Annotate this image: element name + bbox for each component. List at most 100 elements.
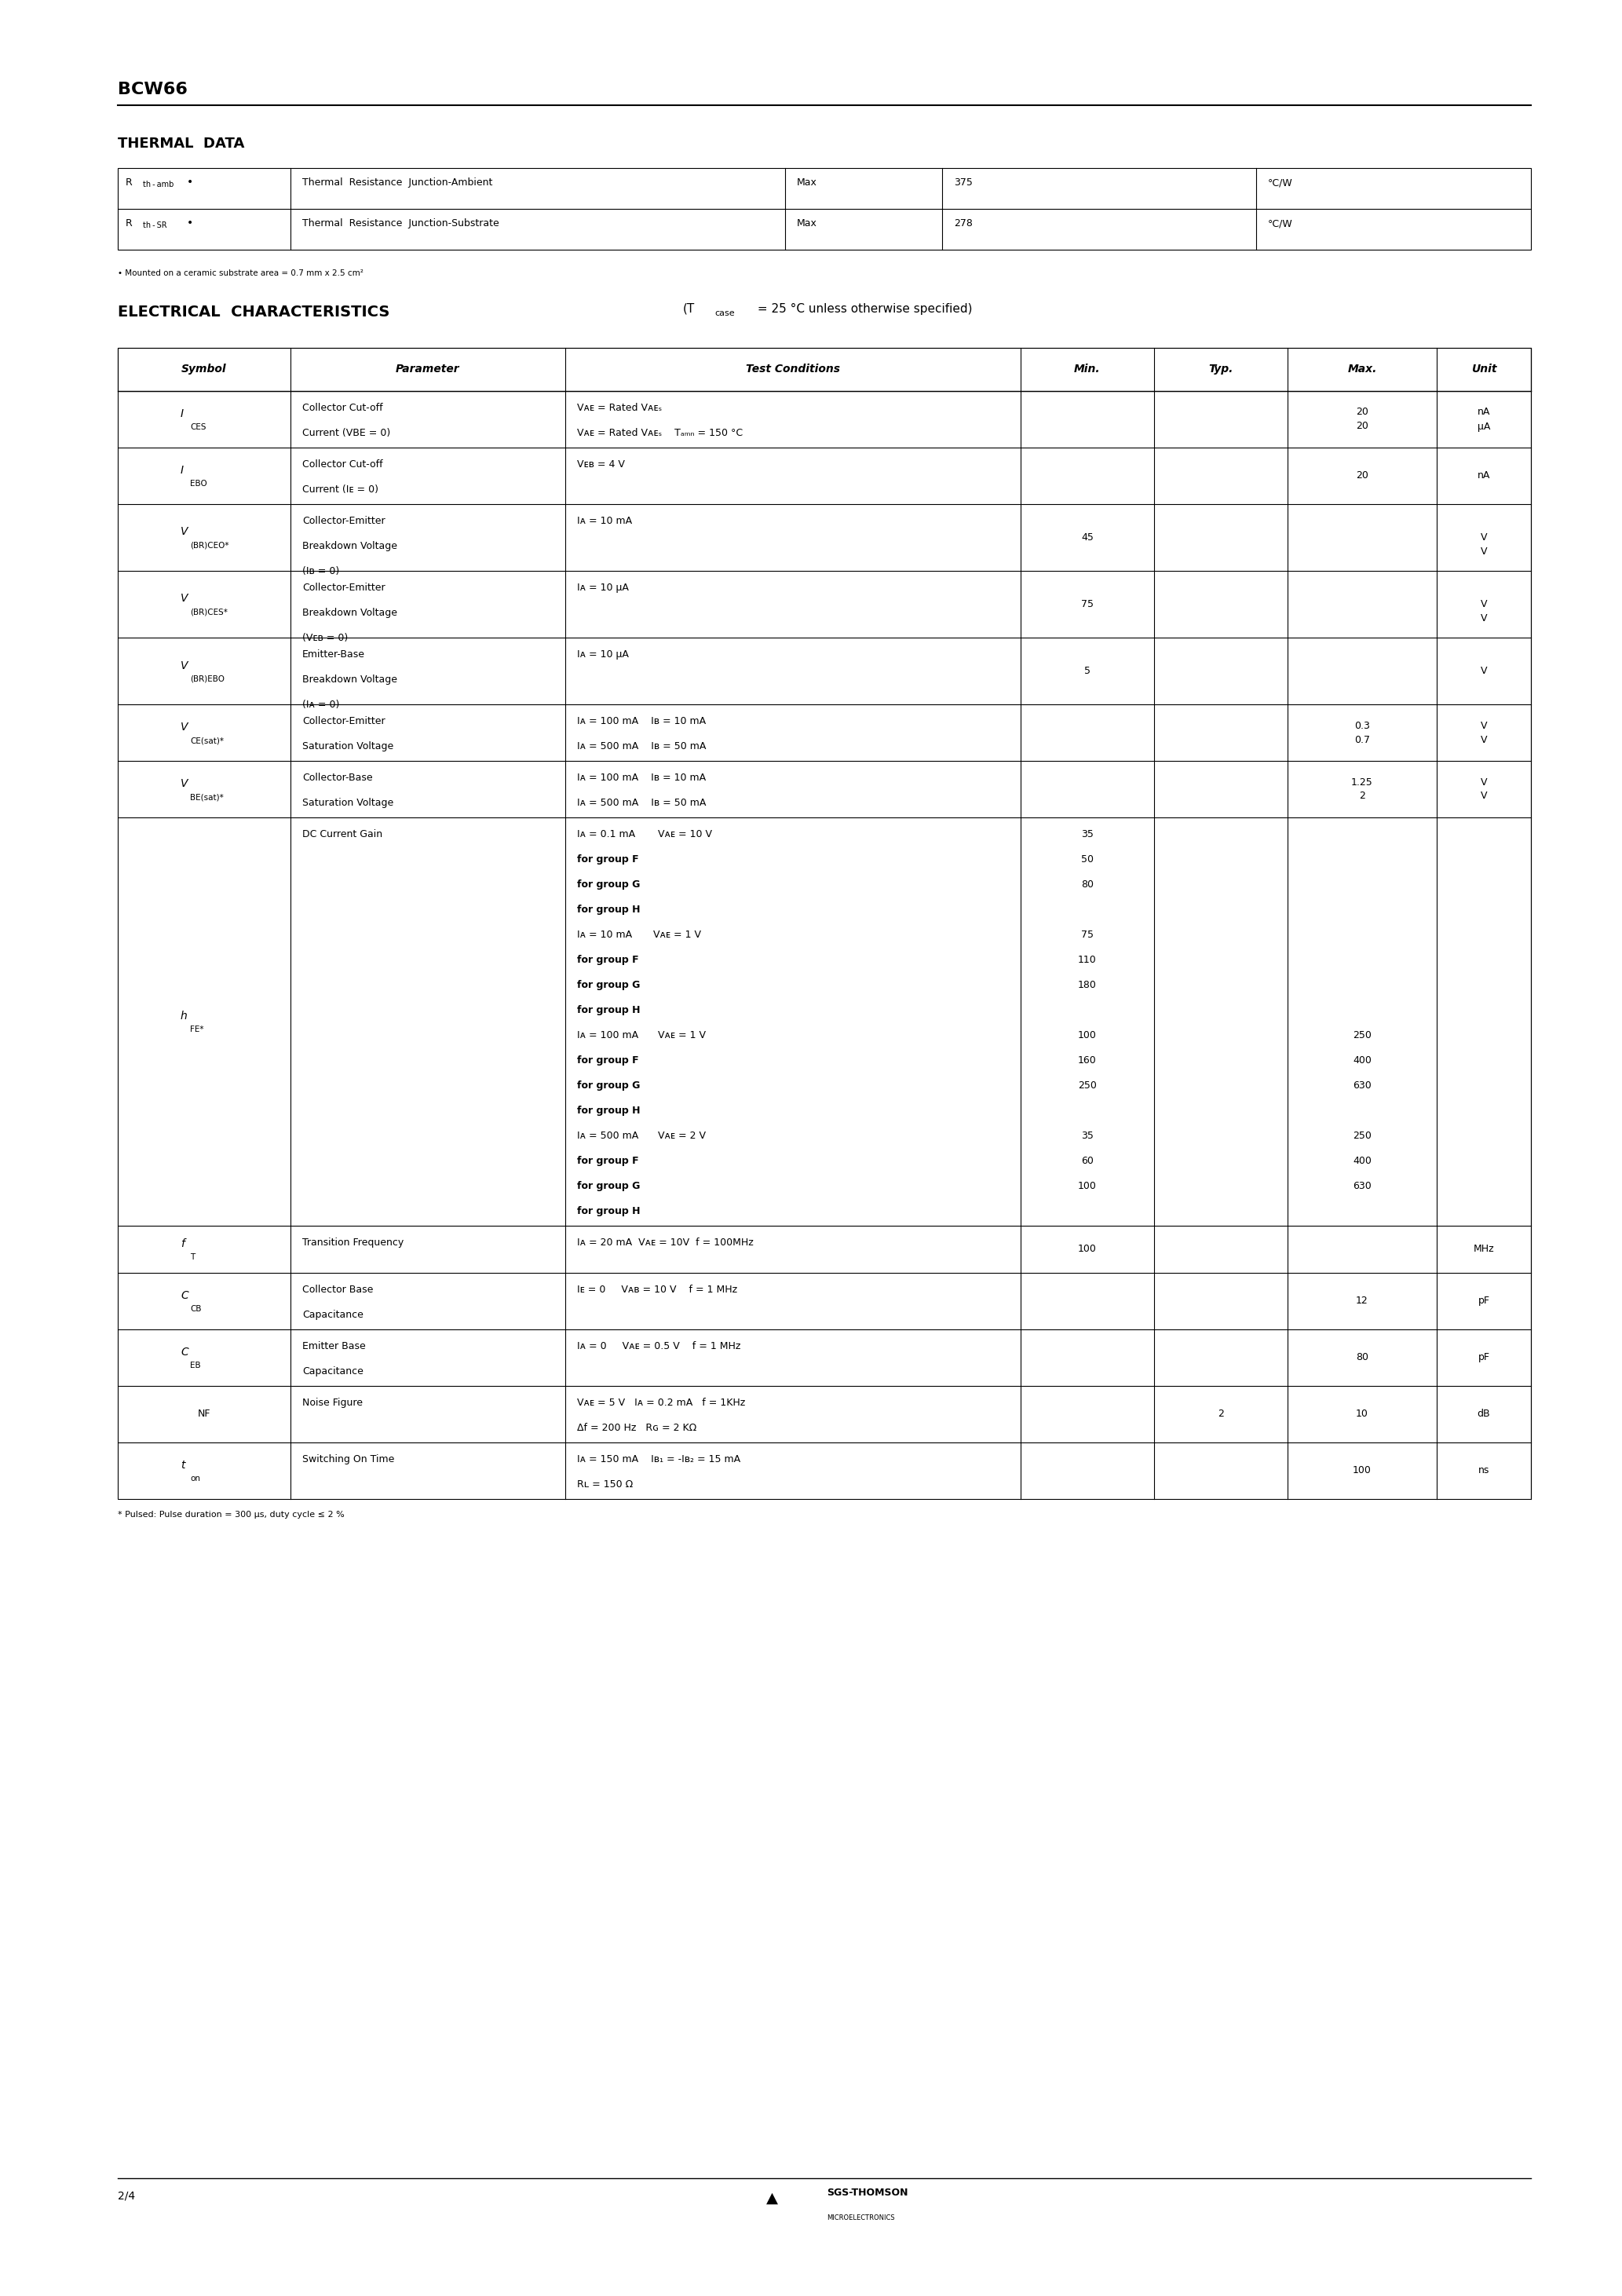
Text: Iᴀ = 100 mA    Iʙ = 10 mA: Iᴀ = 100 mA Iʙ = 10 mA: [577, 774, 706, 783]
Text: Breakdown Voltage: Breakdown Voltage: [302, 542, 397, 551]
Text: EB: EB: [190, 1362, 201, 1368]
Text: for group H: for group H: [577, 905, 641, 914]
Text: Iᴀ = 10 μA: Iᴀ = 10 μA: [577, 583, 629, 592]
Text: = 25 °C unless otherwise specified): = 25 °C unless otherwise specified): [754, 303, 972, 315]
Text: for group G: for group G: [577, 980, 641, 990]
Text: CE(sat)*: CE(sat)*: [190, 737, 224, 744]
Text: Min.: Min.: [1074, 365, 1101, 374]
Text: 1.25: 1.25: [1351, 776, 1374, 788]
Text: 250: 250: [1353, 1130, 1372, 1141]
Text: I: I: [180, 464, 183, 475]
Text: BE(sat)*: BE(sat)*: [190, 792, 224, 801]
Text: Saturation Voltage: Saturation Voltage: [302, 797, 394, 808]
Text: EBO: EBO: [190, 480, 208, 487]
Text: μA: μA: [1478, 420, 1491, 432]
Text: Iᴀ = 100 mA: Iᴀ = 100 mA: [577, 1031, 639, 1040]
Text: Collector-Emitter: Collector-Emitter: [302, 517, 384, 526]
Text: Iᴀ = 100 mA    Iʙ = 10 mA: Iᴀ = 100 mA Iʙ = 10 mA: [577, 716, 706, 726]
Text: Collector Cut-off: Collector Cut-off: [302, 402, 383, 413]
Text: Thermal  Resistance  Junction-Substrate: Thermal Resistance Junction-Substrate: [302, 218, 500, 230]
Text: Δf = 200 Hz   Rɢ = 2 KΩ: Δf = 200 Hz Rɢ = 2 KΩ: [577, 1424, 696, 1433]
Text: Vᴀᴇ = Rated Vᴀᴇₛ: Vᴀᴇ = Rated Vᴀᴇₛ: [577, 402, 662, 413]
Text: nA: nA: [1478, 471, 1491, 480]
Text: Vᴀᴇ = 2 V: Vᴀᴇ = 2 V: [649, 1130, 706, 1141]
Text: for group F: for group F: [577, 955, 639, 964]
Text: Breakdown Voltage: Breakdown Voltage: [302, 608, 397, 618]
Text: Collector-Base: Collector-Base: [302, 774, 373, 783]
Text: ELECTRICAL  CHARACTERISTICS: ELECTRICAL CHARACTERISTICS: [118, 305, 389, 319]
Text: 2/4: 2/4: [118, 2190, 135, 2202]
Text: Test Conditions: Test Conditions: [746, 365, 840, 374]
Text: Vᴇʙ = 4 V: Vᴇʙ = 4 V: [577, 459, 624, 471]
Text: 2: 2: [1218, 1410, 1225, 1419]
Text: 250: 250: [1079, 1081, 1096, 1091]
Text: 0.7: 0.7: [1354, 735, 1371, 744]
Text: on: on: [190, 1474, 200, 1483]
Text: 110: 110: [1079, 955, 1096, 964]
Text: Max.: Max.: [1348, 365, 1377, 374]
Text: 80: 80: [1356, 1352, 1369, 1364]
Text: Current (Iᴇ = 0): Current (Iᴇ = 0): [302, 484, 378, 494]
Bar: [118, 349, 1531, 390]
Text: V: V: [1481, 721, 1487, 730]
Text: V: V: [180, 721, 188, 732]
Text: CB: CB: [190, 1304, 201, 1313]
Text: (BR)CEO*: (BR)CEO*: [190, 542, 229, 549]
Text: 20: 20: [1356, 406, 1369, 418]
Text: Vᴀᴇ = 10 V: Vᴀᴇ = 10 V: [649, 829, 712, 840]
Text: Noise Figure: Noise Figure: [302, 1398, 363, 1407]
Text: case: case: [714, 310, 735, 317]
Text: 10: 10: [1356, 1410, 1369, 1419]
Text: V: V: [180, 592, 188, 604]
Text: 2: 2: [1359, 792, 1366, 801]
Bar: [118, 168, 1531, 250]
Text: SGS-THOMSON: SGS-THOMSON: [827, 2188, 908, 2197]
Text: Unit: Unit: [1471, 365, 1497, 374]
Text: 50: 50: [1082, 854, 1093, 866]
Text: V: V: [1481, 776, 1487, 788]
Text: I: I: [180, 409, 183, 420]
Text: ns: ns: [1478, 1465, 1489, 1476]
Text: 75: 75: [1082, 599, 1093, 608]
Text: NF: NF: [198, 1410, 211, 1419]
Text: ▲: ▲: [766, 2190, 777, 2206]
Text: for group G: for group G: [577, 1180, 641, 1192]
Text: Iᴀ = 500 mA    Iʙ = 50 mA: Iᴀ = 500 mA Iʙ = 50 mA: [577, 797, 706, 808]
Text: (BR)EBO: (BR)EBO: [190, 675, 224, 682]
Text: •: •: [187, 218, 193, 230]
Text: FE*: FE*: [190, 1026, 204, 1033]
Text: (Iᴀ = 0): (Iᴀ = 0): [302, 700, 339, 709]
Text: Max: Max: [796, 218, 817, 230]
Text: nA: nA: [1478, 406, 1491, 418]
Bar: [118, 349, 1531, 1499]
Text: Typ.: Typ.: [1208, 365, 1233, 374]
Text: th - SR: th - SR: [143, 220, 167, 230]
Text: MICROELECTRONICS: MICROELECTRONICS: [827, 2213, 895, 2223]
Text: 100: 100: [1079, 1244, 1096, 1254]
Text: 250: 250: [1353, 1031, 1372, 1040]
Text: for group H: for group H: [577, 1205, 641, 1217]
Text: • Mounted on a ceramic substrate area = 0.7 mm x 2.5 cm²: • Mounted on a ceramic substrate area = …: [118, 269, 363, 278]
Text: 0.3: 0.3: [1354, 721, 1371, 730]
Text: 100: 100: [1079, 1031, 1096, 1040]
Text: for group G: for group G: [577, 879, 641, 889]
Text: Emitter-Base: Emitter-Base: [302, 650, 365, 659]
Text: 60: 60: [1082, 1155, 1093, 1166]
Text: •: •: [187, 177, 193, 188]
Text: Capacitance: Capacitance: [302, 1309, 363, 1320]
Text: Symbol: Symbol: [182, 365, 227, 374]
Text: 400: 400: [1353, 1155, 1372, 1166]
Text: (Vᴇʙ = 0): (Vᴇʙ = 0): [302, 634, 349, 643]
Text: °C/W: °C/W: [1268, 218, 1293, 230]
Text: 20: 20: [1356, 420, 1369, 432]
Text: 400: 400: [1353, 1056, 1372, 1065]
Text: Iᴀ = 150 mA    Iʙ₁ = -Iʙ₂ = 15 mA: Iᴀ = 150 mA Iʙ₁ = -Iʙ₂ = 15 mA: [577, 1453, 740, 1465]
Text: Iᴀ = 10 μA: Iᴀ = 10 μA: [577, 650, 629, 659]
Text: Iᴇ = 0     Vᴀʙ = 10 V    f = 1 MHz: Iᴇ = 0 Vᴀʙ = 10 V f = 1 MHz: [577, 1286, 738, 1295]
Text: V: V: [1481, 546, 1487, 556]
Text: Max: Max: [796, 177, 817, 188]
Text: Thermal  Resistance  Junction-Ambient: Thermal Resistance Junction-Ambient: [302, 177, 493, 188]
Text: Vᴀᴇ = 5 V   Iᴀ = 0.2 mA   f = 1KHz: Vᴀᴇ = 5 V Iᴀ = 0.2 mA f = 1KHz: [577, 1398, 744, 1407]
Text: Current (VBE = 0): Current (VBE = 0): [302, 427, 391, 439]
Text: for group F: for group F: [577, 1056, 639, 1065]
